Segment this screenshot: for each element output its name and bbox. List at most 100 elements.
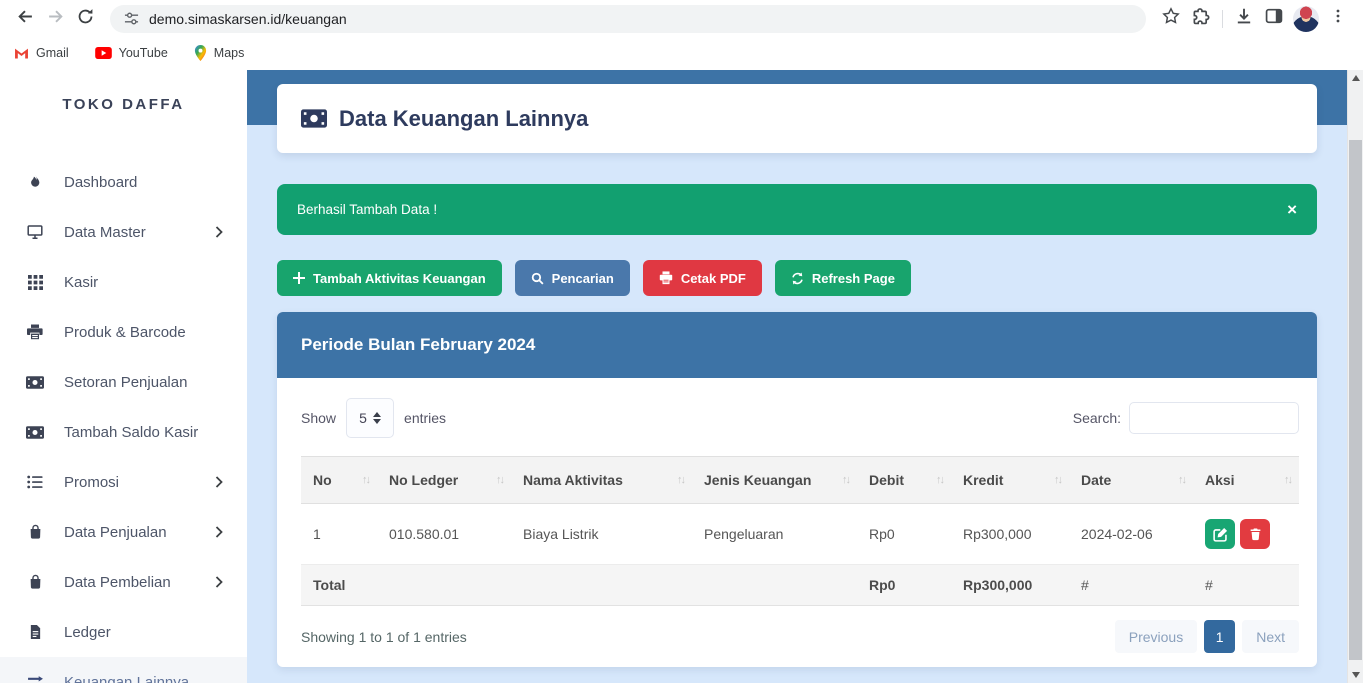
sidebar-item-label: Kasir bbox=[64, 273, 99, 291]
bookmark-youtube[interactable]: YouTube bbox=[94, 46, 168, 60]
sort-icon bbox=[1178, 474, 1185, 486]
bookmark-label: Gmail bbox=[36, 46, 69, 60]
print-pdf-button[interactable]: Cetak PDF bbox=[642, 260, 762, 296]
page-scrollbar bbox=[1347, 70, 1363, 683]
bookmark-maps[interactable]: Maps bbox=[194, 45, 244, 61]
sidebar-item-promosi[interactable]: Promosi bbox=[0, 457, 247, 507]
brand-title: TOKO DAFFA bbox=[62, 96, 185, 113]
extensions-button[interactable] bbox=[1186, 4, 1216, 34]
sidebar-item-label: Setoran Penjualan bbox=[64, 373, 188, 391]
scroll-up-button[interactable] bbox=[1348, 70, 1363, 86]
alert-message: Berhasil Tambah Data ! bbox=[297, 202, 438, 217]
panel-body: Show 5 entries Search: bbox=[277, 378, 1317, 653]
bookmark-gmail[interactable]: Gmail bbox=[14, 46, 69, 60]
action-buttons: Tambah Aktivitas Keuangan Pencarian Ceta… bbox=[277, 260, 911, 296]
column-header-aksi[interactable]: Aksi bbox=[1193, 456, 1299, 504]
cell-no-ledger: 010.580.01 bbox=[377, 503, 511, 565]
column-header-date[interactable]: Date bbox=[1069, 456, 1193, 504]
panel-header: Periode Bulan February 2024 bbox=[277, 312, 1317, 378]
sidebar-item-setoran-penjualan[interactable]: Setoran Penjualan bbox=[0, 357, 247, 407]
button-label: Tambah Aktivitas Keuangan bbox=[313, 270, 486, 286]
sidebar-item-label: Ledger bbox=[64, 623, 111, 641]
gmail-icon bbox=[14, 47, 29, 59]
sidebar-item-data-penjualan[interactable]: Data Penjualan bbox=[0, 507, 247, 557]
cell-aksi bbox=[1193, 503, 1299, 565]
cell-kredit: Rp300,000 bbox=[951, 503, 1069, 565]
sidebar-item-label: Keuangan Lainnya bbox=[64, 673, 190, 683]
bookmark-label: YouTube bbox=[118, 46, 168, 60]
page-1-button[interactable]: 1 bbox=[1204, 620, 1236, 653]
site-info-icon[interactable] bbox=[124, 11, 139, 26]
star-icon bbox=[1162, 7, 1180, 30]
sidebar-item-keuangan-lainnya[interactable]: Keuangan Lainnya bbox=[0, 657, 247, 683]
sidebar-item-ledger[interactable]: Ledger bbox=[0, 607, 247, 657]
bookmark-star-button[interactable] bbox=[1156, 4, 1186, 34]
maps-icon bbox=[194, 45, 207, 61]
sidebar-item-tambah-saldo-kasir[interactable]: Tambah Saldo Kasir bbox=[0, 407, 247, 457]
column-header-debit[interactable]: Debit bbox=[857, 456, 951, 504]
scroll-down-button[interactable] bbox=[1348, 667, 1363, 683]
data-table: No No Ledger Nama Aktivitas Jenis Keuang… bbox=[301, 456, 1299, 606]
sidebar-item-label: Data Master bbox=[64, 223, 146, 241]
toolbar-divider bbox=[1222, 9, 1223, 28]
bag-icon bbox=[26, 574, 44, 590]
sidebar-item-label: Promosi bbox=[64, 473, 120, 491]
search-button[interactable]: Pencarian bbox=[514, 260, 630, 296]
profile-avatar[interactable] bbox=[1293, 5, 1319, 32]
sidebar-item-dashboard[interactable]: Dashboard bbox=[0, 157, 247, 207]
alert-close-button[interactable]: × bbox=[1287, 200, 1297, 219]
edit-button[interactable] bbox=[1205, 519, 1235, 549]
scroll-thumb[interactable] bbox=[1349, 140, 1362, 660]
previous-page-button[interactable]: Previous bbox=[1114, 620, 1198, 653]
url-bar[interactable]: demo.simaskarsen.id/keuangan bbox=[110, 4, 1146, 33]
forward-button[interactable] bbox=[40, 4, 70, 34]
page-length-select[interactable]: 5 bbox=[346, 398, 395, 438]
column-header-kredit[interactable]: Kredit bbox=[951, 456, 1069, 504]
panel-title: Periode Bulan February 2024 bbox=[301, 335, 536, 354]
sidebar-item-label: Produk & Barcode bbox=[64, 323, 186, 341]
youtube-icon bbox=[94, 47, 112, 59]
success-alert: Berhasil Tambah Data ! × bbox=[277, 184, 1317, 235]
refresh-button[interactable]: Refresh Page bbox=[774, 260, 911, 296]
sidebar-item-produk-barcode[interactable]: Produk & Barcode bbox=[0, 307, 247, 357]
sort-icon bbox=[362, 474, 369, 486]
back-button[interactable] bbox=[10, 4, 40, 34]
list-icon bbox=[26, 474, 44, 490]
total-row: Total Rp0 Rp300,000 # # bbox=[301, 564, 1299, 606]
column-header-no-ledger[interactable]: No Ledger bbox=[377, 456, 511, 504]
sidebar-item-data-master[interactable]: Data Master bbox=[0, 207, 247, 257]
trash-icon bbox=[1249, 527, 1262, 541]
monitor-icon bbox=[26, 224, 44, 240]
total-debit: Rp0 bbox=[857, 564, 951, 606]
total-aksi: # bbox=[1193, 564, 1299, 606]
page-header-card: Data Keuangan Lainnya bbox=[277, 84, 1317, 153]
money-bill-icon bbox=[301, 109, 327, 128]
download-icon bbox=[1235, 7, 1253, 30]
search-input[interactable] bbox=[1129, 402, 1299, 434]
sidebar-item-label: Tambah Saldo Kasir bbox=[64, 423, 199, 441]
button-label: Refresh Page bbox=[811, 270, 895, 286]
column-header-jenis-keuangan[interactable]: Jenis Keuangan bbox=[692, 456, 857, 504]
sort-icon bbox=[1054, 474, 1061, 486]
next-page-button[interactable]: Next bbox=[1242, 620, 1299, 653]
browser-menu-button[interactable] bbox=[1323, 4, 1353, 34]
sidebar-item-kasir[interactable]: Kasir bbox=[0, 257, 247, 307]
table-info: Showing 1 to 1 of 1 entries bbox=[301, 628, 467, 645]
money-icon bbox=[26, 375, 44, 389]
reload-button[interactable] bbox=[70, 4, 100, 34]
delete-button[interactable] bbox=[1240, 519, 1270, 549]
period-panel: Periode Bulan February 2024 Show 5 entri… bbox=[277, 312, 1317, 667]
add-activity-button[interactable]: Tambah Aktivitas Keuangan bbox=[277, 260, 502, 296]
select-arrows-icon bbox=[372, 412, 381, 424]
download-button[interactable] bbox=[1229, 4, 1259, 34]
sidebar: TOKO DAFFA Dashboard Data Master bbox=[0, 70, 247, 683]
column-header-nama-aktivitas[interactable]: Nama Aktivitas bbox=[511, 456, 692, 504]
cell-date: 2024-02-06 bbox=[1069, 503, 1193, 565]
column-header-no[interactable]: No bbox=[301, 456, 377, 504]
table-search: Search: bbox=[1073, 402, 1299, 434]
sidebar-item-data-pembelian[interactable]: Data Pembelian bbox=[0, 557, 247, 607]
main-content: Data Keuangan Lainnya Berhasil Tambah Da… bbox=[247, 70, 1347, 683]
side-panel-button[interactable] bbox=[1259, 4, 1289, 34]
sidebar-menu: Dashboard Data Master Kasir bbox=[0, 157, 247, 683]
